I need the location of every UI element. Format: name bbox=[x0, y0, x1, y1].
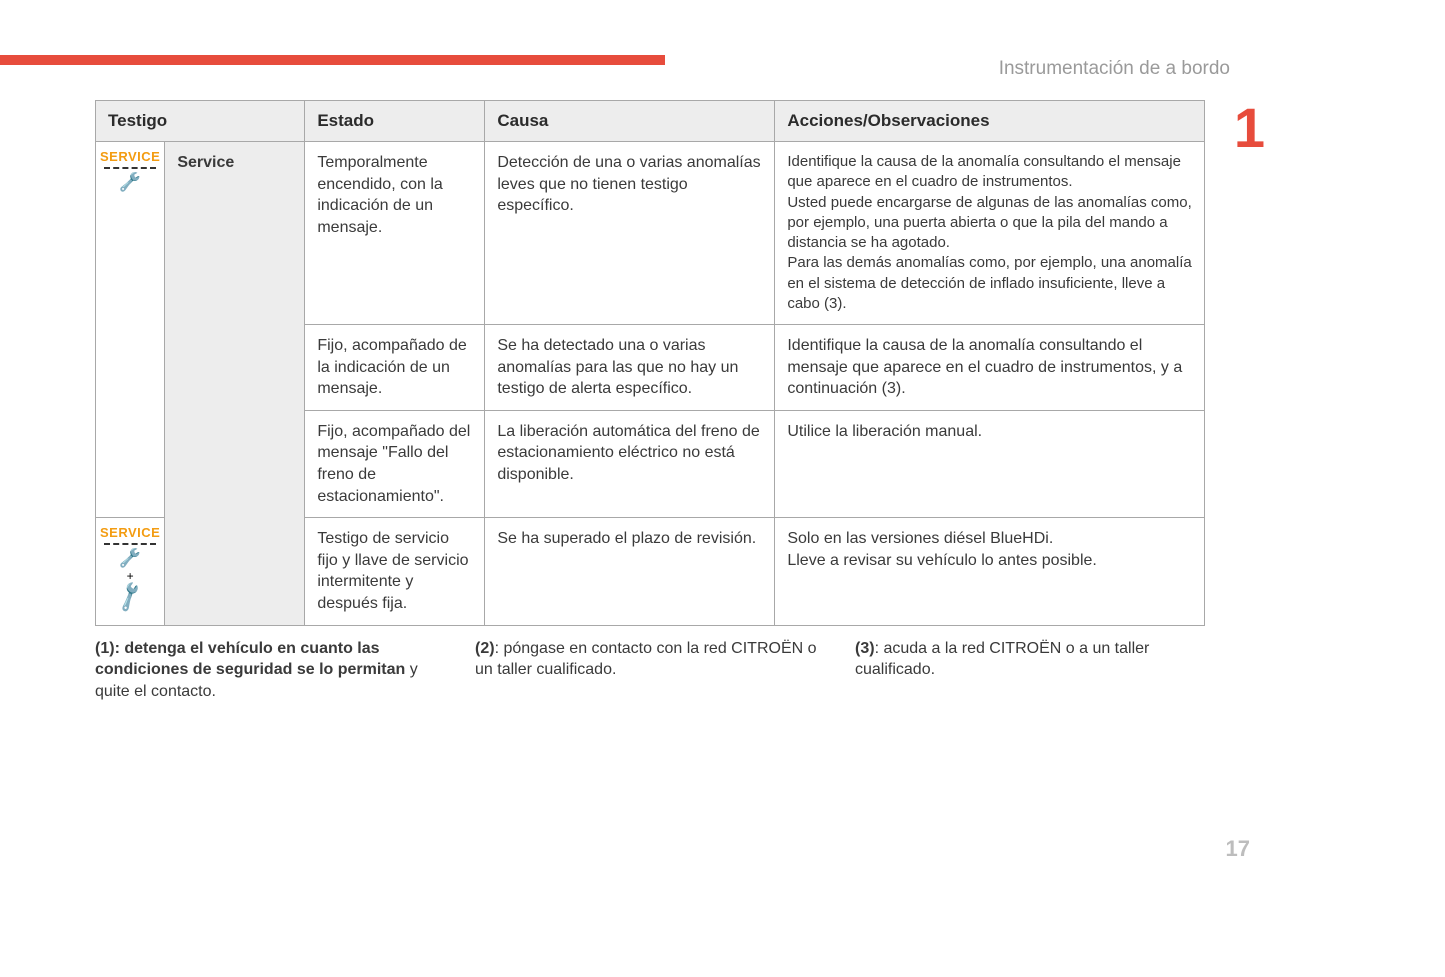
chapter-number: 1 bbox=[1234, 95, 1265, 160]
estado-cell: Fijo, acompañado de la indicación de un … bbox=[305, 325, 485, 411]
footnote-bold: detenga el vehículo en cuanto las condic… bbox=[95, 640, 405, 679]
section-title: Instrumentación de a bordo bbox=[999, 58, 1230, 80]
wrench-icon: 🔧 bbox=[119, 170, 141, 194]
causa-cell: Se ha superado el plazo de revisión. bbox=[485, 518, 775, 625]
acciones-text: Identifique la causa de la anomalía cons… bbox=[787, 153, 1191, 312]
footnote-text: : acuda a la red CITROËN o a un taller c… bbox=[855, 640, 1149, 679]
footnote-2: (2): póngase en contacto con la red CITR… bbox=[475, 638, 825, 703]
footnote-1: (1): detenga el vehículo en cuanto las c… bbox=[95, 638, 445, 703]
estado-cell: Testigo de servicio fijo y llave de serv… bbox=[305, 518, 485, 625]
footnote-num: (3) bbox=[855, 640, 875, 657]
footnote-num: (1) bbox=[95, 640, 115, 657]
col-header-acciones: Acciones/Observaciones bbox=[775, 101, 1205, 142]
estado-cell: Temporalmente encendido, con la indicaci… bbox=[305, 142, 485, 325]
dashed-line-icon bbox=[104, 167, 156, 169]
footnotes: (1): detenga el vehículo en cuanto las c… bbox=[95, 638, 1205, 703]
service-icon: SERVICE bbox=[100, 148, 160, 166]
estado-cell: Fijo, acompañado del mensaje "Fallo del … bbox=[305, 410, 485, 517]
service-wrench-icon-cell: SERVICE 🔧 + 🔧 bbox=[96, 518, 165, 625]
acciones-cell: Solo en las versiones diésel BlueHDi. Ll… bbox=[775, 518, 1205, 625]
footnote-text: : póngase en contacto con la red CITROËN… bbox=[475, 640, 817, 679]
col-header-testigo: Testigo bbox=[96, 101, 305, 142]
causa-cell: La liberación automática del freno de es… bbox=[485, 410, 775, 517]
acciones-cell: Utilice la liberación manual. bbox=[775, 410, 1205, 517]
warnings-table: Testigo Estado Causa Acciones/Observacio… bbox=[95, 100, 1205, 626]
acciones-text: Solo en las versiones diésel BlueHDi. Ll… bbox=[787, 530, 1097, 569]
col-header-causa: Causa bbox=[485, 101, 775, 142]
table-row: SERVICE 🔧 Service Temporalmente encendid… bbox=[96, 142, 1205, 325]
acciones-cell: Identifique la causa de la anomalía cons… bbox=[775, 142, 1205, 325]
col-header-estado: Estado bbox=[305, 101, 485, 142]
header-rule bbox=[0, 55, 665, 65]
dashed-line-icon bbox=[104, 543, 156, 545]
acciones-cell: Identifique la causa de la anomalía cons… bbox=[775, 325, 1205, 411]
footnote-3: (3): acuda a la red CITROËN o a un talle… bbox=[855, 638, 1205, 703]
main-content: Testigo Estado Causa Acciones/Observacio… bbox=[95, 100, 1205, 702]
causa-cell: Se ha detectado una o varias anomalías p… bbox=[485, 325, 775, 411]
service-icon: SERVICE bbox=[100, 524, 160, 542]
wrench-icon: 🔧 bbox=[119, 546, 141, 570]
testigo-label: Service bbox=[165, 142, 305, 626]
wrench-black-icon: 🔧 bbox=[111, 578, 148, 616]
page-number: 17 bbox=[1226, 836, 1250, 862]
causa-cell: Detección de una o varias anomalías leve… bbox=[485, 142, 775, 325]
service-icon-cell: SERVICE 🔧 bbox=[96, 142, 165, 518]
footnote-num: (2) bbox=[475, 640, 495, 657]
